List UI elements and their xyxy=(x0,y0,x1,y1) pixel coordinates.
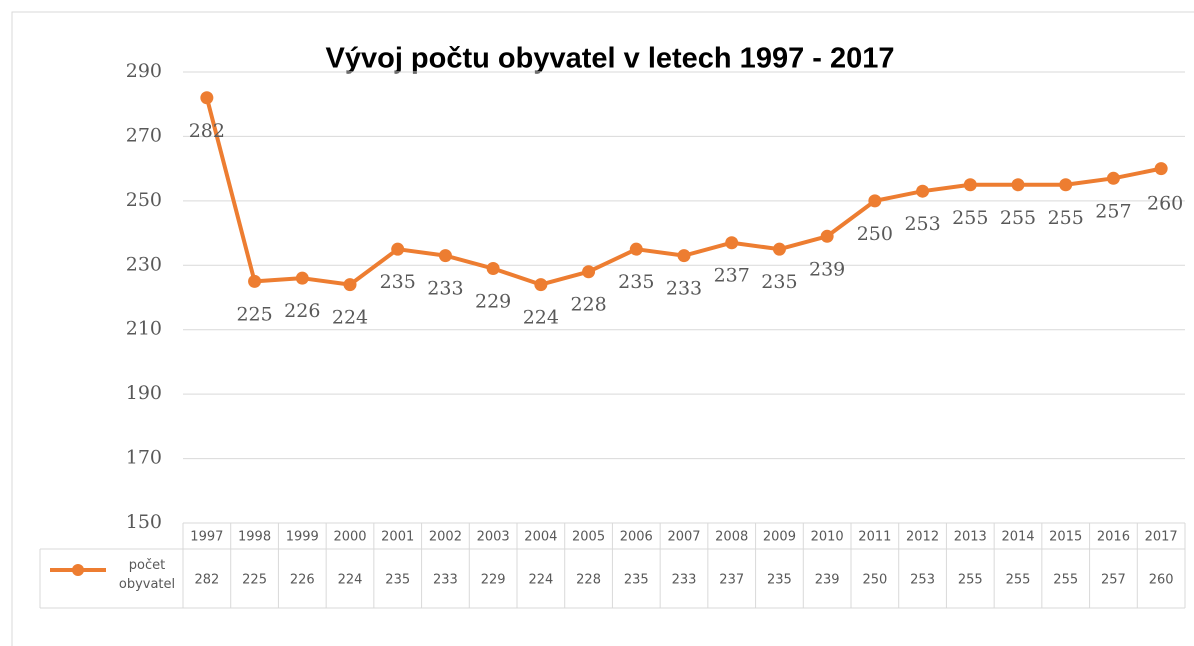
x-tick-label: 2011 xyxy=(858,530,891,545)
table-value: 225 xyxy=(242,573,267,588)
data-point xyxy=(629,242,643,256)
data-label: 237 xyxy=(714,265,750,287)
legend-marker xyxy=(72,564,84,576)
x-tick-label: 2009 xyxy=(763,530,796,545)
data-point xyxy=(582,265,596,279)
data-point xyxy=(1011,178,1025,192)
x-tick-label: 2013 xyxy=(954,530,987,545)
table-value: 224 xyxy=(528,573,553,588)
y-tick-label: 230 xyxy=(126,253,162,275)
data-label: 224 xyxy=(332,307,368,329)
x-tick-label: 2007 xyxy=(667,530,700,545)
data-point xyxy=(963,178,977,192)
y-tick-label: 290 xyxy=(126,60,162,82)
data-point xyxy=(868,194,882,208)
x-tick-label: 1997 xyxy=(190,530,223,545)
data-point xyxy=(391,242,405,256)
table-value: 255 xyxy=(1053,573,1078,588)
data-label: 257 xyxy=(1095,200,1131,222)
y-tick-label: 250 xyxy=(126,189,162,211)
table-value: 257 xyxy=(1101,573,1126,588)
data-label: 229 xyxy=(475,291,511,313)
data-label: 235 xyxy=(761,271,797,293)
chart-border xyxy=(11,11,1194,646)
data-point xyxy=(1154,162,1168,176)
table-value: 235 xyxy=(385,573,410,588)
data-label: 255 xyxy=(1000,207,1036,229)
data-point xyxy=(820,229,834,243)
y-tick-label: 210 xyxy=(126,318,162,340)
x-tick-label: 2003 xyxy=(477,530,510,545)
table-value: 282 xyxy=(194,573,219,588)
data-point xyxy=(295,271,309,285)
x-tick-label: 2010 xyxy=(811,530,844,545)
x-tick-label: 2000 xyxy=(333,530,366,545)
data-point xyxy=(772,242,786,256)
data-point xyxy=(677,249,691,263)
x-tick-label: 2015 xyxy=(1049,530,1082,545)
legend-label: počet obyvatel xyxy=(118,558,176,592)
data-label: 239 xyxy=(809,258,845,280)
data-label: 282 xyxy=(189,120,225,142)
y-tick-label: 270 xyxy=(126,124,162,146)
table-value: 235 xyxy=(767,573,792,588)
data-point xyxy=(916,184,930,198)
x-tick-label: 2012 xyxy=(906,530,939,545)
table-value: 224 xyxy=(338,573,363,588)
x-tick-label: 1999 xyxy=(286,530,319,545)
data-label: 255 xyxy=(1048,207,1084,229)
data-label: 253 xyxy=(904,213,940,235)
x-tick-label: 2017 xyxy=(1145,530,1178,545)
data-point xyxy=(1059,178,1073,192)
data-point xyxy=(438,249,452,263)
table-value: 239 xyxy=(815,573,840,588)
x-tick-label: 2002 xyxy=(429,530,462,545)
table-value: 226 xyxy=(290,573,315,588)
table-value: 255 xyxy=(1006,573,1031,588)
table-value: 235 xyxy=(624,573,649,588)
y-tick-label: 150 xyxy=(126,511,162,533)
table-value: 260 xyxy=(1149,573,1174,588)
y-tick-label: 170 xyxy=(126,447,162,469)
data-label: 255 xyxy=(952,207,988,229)
data-label: 260 xyxy=(1147,193,1183,215)
data-label: 235 xyxy=(618,271,654,293)
x-tick-label: 2001 xyxy=(381,530,414,545)
table-value: 233 xyxy=(433,573,458,588)
table-value: 228 xyxy=(576,573,601,588)
table-value: 255 xyxy=(958,573,983,588)
x-tick-label: 2005 xyxy=(572,530,605,545)
data-point xyxy=(1106,171,1120,185)
data-point xyxy=(725,236,739,250)
chart-title: Vývoj počtu obyvatel v letech 1997 - 201… xyxy=(326,43,895,75)
table-value: 237 xyxy=(719,573,744,588)
data-label: 250 xyxy=(857,223,893,245)
x-tick-label: 2006 xyxy=(620,530,653,545)
x-tick-label: 2014 xyxy=(1001,530,1034,545)
data-label: 226 xyxy=(284,300,320,322)
data-label: 228 xyxy=(570,294,606,316)
table-value: 233 xyxy=(672,573,697,588)
table-value: 229 xyxy=(481,573,506,588)
table-value: 253 xyxy=(910,573,935,588)
data-label: 225 xyxy=(236,303,272,325)
x-tick-label: 2016 xyxy=(1097,530,1130,545)
data-point xyxy=(534,278,548,292)
data-label: 233 xyxy=(427,278,463,300)
y-tick-label: 190 xyxy=(126,382,162,404)
data-point xyxy=(248,274,262,288)
x-tick-label: 2004 xyxy=(524,530,557,545)
x-tick-label: 1998 xyxy=(238,530,271,545)
table-value: 250 xyxy=(862,573,887,588)
data-label: 235 xyxy=(380,271,416,293)
x-tick-label: 2008 xyxy=(715,530,748,545)
data-label: 224 xyxy=(523,307,559,329)
data-point xyxy=(200,91,214,105)
data-point xyxy=(343,278,357,292)
data-point xyxy=(486,262,500,276)
data-label: 233 xyxy=(666,278,702,300)
